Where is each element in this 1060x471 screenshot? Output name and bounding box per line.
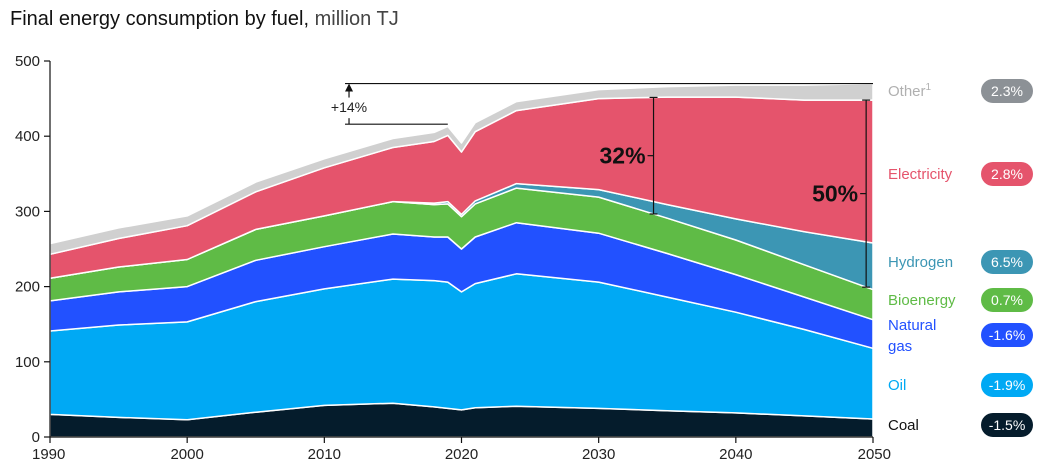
footnote-marker: 1: [926, 82, 932, 93]
x-tick-label: 2020: [445, 446, 478, 463]
x-tick-label: 1990: [32, 446, 65, 463]
pct-2035-label: 32%: [599, 143, 645, 169]
growth-arrow-head: [345, 83, 354, 92]
x-tick-label: 2010: [308, 446, 341, 463]
badge-oil: [981, 373, 1033, 397]
badge-label-oil: -1.9%: [989, 377, 1026, 393]
badge-label-other: 2.3%: [991, 83, 1023, 99]
title-main: Final energy consumption by fuel,: [10, 8, 310, 30]
badge-natural: [981, 323, 1033, 347]
badge-other: [981, 79, 1033, 103]
badge-label-coal: -1.5%: [989, 417, 1026, 433]
badge-bioenergy: [981, 288, 1033, 312]
series-label-oil: Oil: [888, 377, 906, 394]
x-tick-label: 2000: [170, 446, 203, 463]
series-label-other: Other1: [888, 82, 932, 100]
series-label-bioenergy: Bioenergy: [888, 292, 956, 309]
area-other: [49, 82, 874, 256]
y-tick-label: 400: [15, 128, 40, 145]
y-tick-label: 500: [15, 53, 40, 70]
badge-label-electricity: 2.8%: [991, 166, 1023, 182]
series-label-natural-line2: gas: [888, 338, 912, 355]
series-label-electricity: Electricity: [888, 166, 953, 183]
series-label-coal: Coal: [888, 417, 919, 434]
badge-label-hydrogen: 6.5%: [991, 254, 1023, 270]
badge-label-bioenergy: 0.7%: [991, 292, 1023, 308]
y-tick-label: 100: [15, 354, 40, 371]
badge-electricity: [981, 162, 1033, 186]
badge-label-natural: -1.6%: [989, 327, 1026, 343]
x-tick-label: 2050: [858, 446, 891, 463]
series-label-natural: Natural: [888, 317, 936, 334]
title-unit: million TJ: [314, 8, 399, 30]
badge-coal: [981, 413, 1033, 437]
y-tick-label: 200: [15, 279, 40, 296]
chart-title: Final energy consumption by fuel, millio…: [10, 8, 399, 31]
x-tick-label: 2030: [582, 446, 615, 463]
y-tick-label: 300: [15, 203, 40, 220]
pct-2050-label: 50%: [812, 181, 858, 207]
series-label-hydrogen: Hydrogen: [888, 254, 953, 271]
x-tick-label: 2040: [719, 446, 752, 463]
badge-hydrogen: [981, 250, 1033, 274]
y-tick-label: 0: [32, 429, 40, 446]
growth-label: +14%: [331, 99, 367, 115]
